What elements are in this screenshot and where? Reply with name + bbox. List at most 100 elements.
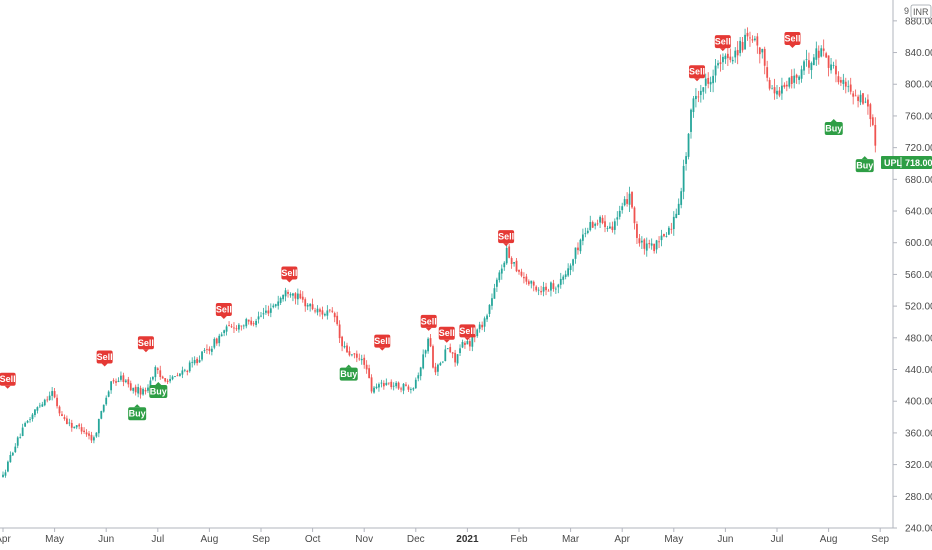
candle-body: [304, 299, 307, 307]
candle-body: [699, 90, 702, 95]
sell-signal-label: Sell: [439, 328, 455, 338]
sell-signal-pointer: [719, 48, 726, 52]
price-tick-label: 840.00: [905, 48, 932, 59]
candle-body: [110, 381, 113, 391]
candle-body: [80, 427, 83, 432]
candle-body: [220, 334, 223, 337]
sell-signal[interactable]: Sell: [138, 336, 154, 353]
time-tick-label: Apr: [614, 534, 630, 545]
sell-signal[interactable]: Sell: [459, 324, 476, 341]
candle-body: [375, 386, 378, 389]
candle-body: [323, 314, 326, 316]
candle-body: [412, 388, 415, 390]
price-tick-label: 800.00: [905, 80, 932, 91]
candle-body: [378, 384, 380, 388]
sell-signal-box: [459, 324, 476, 338]
candle-body: [4, 472, 7, 476]
sell-signal-label: Sell: [459, 326, 475, 336]
candle-body: [34, 409, 36, 415]
candle-body: [709, 81, 712, 85]
buy-signal-box: [824, 121, 843, 135]
buy-signal[interactable]: Buy: [128, 404, 147, 421]
sell-signal-box: [0, 372, 16, 386]
candle-body: [859, 94, 862, 103]
candle-body: [601, 217, 604, 224]
buy-signal[interactable]: Buy: [824, 118, 843, 135]
candle-body: [29, 419, 31, 421]
buy-signal-pointer: [155, 382, 162, 386]
candle-body: [38, 405, 41, 407]
candle-body: [581, 234, 584, 241]
sell-signal[interactable]: Sell: [439, 326, 455, 343]
buy-signal[interactable]: Buy: [149, 382, 168, 399]
sell-signal[interactable]: Sell: [281, 266, 297, 283]
candle-body: [451, 352, 454, 354]
candle-body: [289, 294, 292, 296]
candle-body: [134, 386, 137, 393]
sell-signal[interactable]: Sell: [374, 334, 390, 351]
candle-body: [508, 246, 511, 258]
candle-body: [102, 404, 105, 412]
candle-body: [719, 62, 722, 64]
price-tick-label: 240.00: [905, 524, 932, 535]
sell-signal[interactable]: Sell: [689, 65, 705, 82]
candle-body: [547, 290, 550, 292]
candle-body: [756, 36, 759, 46]
candle-body: [577, 247, 579, 251]
candle-body: [751, 39, 754, 41]
candle-body: [790, 76, 793, 85]
sell-signal[interactable]: Sell: [784, 31, 800, 48]
candle-body: [552, 283, 555, 289]
candle-body: [550, 282, 552, 291]
candle-body: [240, 325, 243, 327]
candle-body: [68, 422, 71, 424]
time-tick-label: Oct: [305, 534, 321, 545]
sell-signal[interactable]: Sell: [216, 302, 232, 319]
time-tick-label: Aug: [201, 534, 219, 545]
candle-body: [793, 75, 796, 83]
candle-body: [417, 375, 420, 379]
sell-signal[interactable]: Sell: [498, 230, 514, 247]
candle-body: [201, 351, 203, 360]
sell-signal[interactable]: Sell: [0, 372, 16, 389]
sell-signal[interactable]: Sell: [421, 314, 437, 331]
buy-signal[interactable]: Buy: [339, 364, 358, 381]
sell-signal-label: Sell: [281, 268, 297, 278]
candle-body: [746, 32, 749, 37]
candle-body: [21, 427, 24, 437]
candle-body: [252, 323, 255, 325]
candle-body: [115, 381, 117, 383]
candle-body: [348, 351, 351, 356]
candle-body: [272, 305, 275, 308]
candle-body: [156, 368, 159, 371]
candle-body: [687, 133, 690, 157]
candle-body: [174, 376, 176, 378]
sell-signal[interactable]: Sell: [96, 350, 113, 367]
candle-body: [808, 60, 810, 68]
symbol-label: UPL: [884, 158, 903, 168]
candle-body: [628, 193, 631, 205]
candle-body: [542, 286, 545, 292]
sell-signal-box: [96, 350, 113, 364]
sell-signal[interactable]: Sell: [715, 35, 731, 52]
candle-body: [186, 370, 189, 372]
candle-body: [279, 297, 282, 303]
time-tick-label: Aug: [820, 534, 838, 545]
candle-body: [562, 276, 565, 280]
price-axis[interactable]: 240.00 280.00 320.00 360.00 400.00 440.00 480.…: [892, 0, 932, 535]
buy-signal[interactable]: Buy: [855, 156, 874, 173]
price-tick-label: 640.00: [905, 207, 932, 218]
candle-body: [631, 191, 633, 208]
candle-body: [370, 377, 373, 392]
time-axis[interactable]: Apr May Jun Jul Aug Sep Oct Nov Dec 2021 Feb Mar Apr…: [0, 527, 893, 545]
candle-body: [385, 382, 388, 386]
candle-body: [257, 316, 260, 320]
candle-body: [139, 387, 142, 395]
candle-body: [309, 303, 312, 307]
candle-body: [690, 109, 692, 132]
candle-body: [439, 363, 442, 366]
candle-body: [73, 426, 76, 429]
candle-body: [702, 87, 705, 92]
candle-body: [437, 364, 439, 372]
candle-body: [835, 65, 837, 75]
